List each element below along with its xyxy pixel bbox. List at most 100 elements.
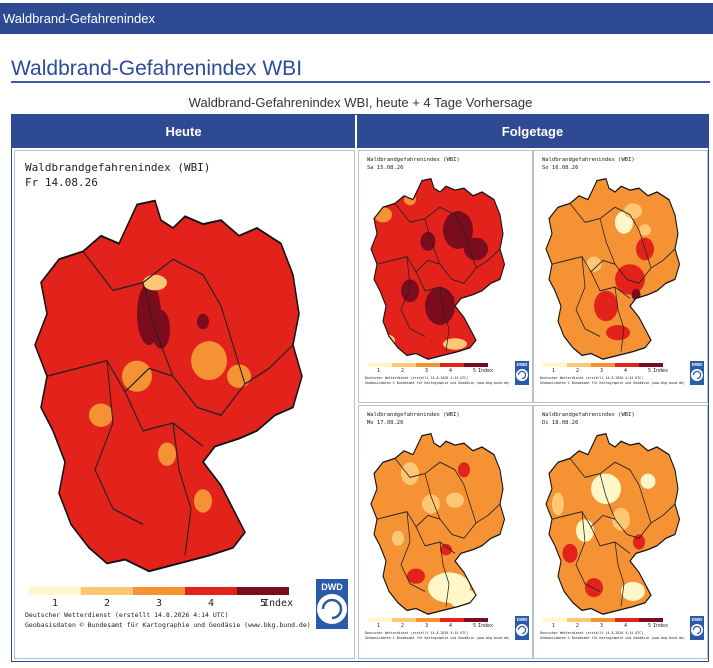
legend-label-2: 2	[401, 623, 405, 629]
map-base-area	[371, 178, 505, 360]
dwd-logo: DWD	[690, 361, 704, 385]
state-border	[148, 305, 246, 416]
legend-swatch-5	[639, 618, 663, 622]
risk-area-level-3	[122, 360, 152, 392]
risk-area-level-2	[612, 507, 630, 531]
dwd-swirl-icon	[691, 369, 703, 381]
country-outline	[545, 432, 681, 615]
state-border	[590, 526, 631, 554]
risk-area-level-4	[585, 578, 603, 598]
legend-swatch-3	[591, 363, 615, 367]
legend-label-1: 1	[552, 623, 556, 629]
state-border	[415, 526, 456, 554]
state-border	[427, 229, 477, 284]
risk-area-level-2	[143, 274, 167, 291]
legend-label-1: 1	[377, 623, 381, 629]
state-border	[439, 286, 450, 352]
map-base-area	[35, 200, 302, 572]
map-date: Di 18.08.26	[542, 420, 579, 426]
country-outline	[545, 177, 681, 360]
column-header-today: Heute	[12, 115, 355, 148]
state-border	[575, 256, 601, 337]
map-title: Waldbrandgefahrenindex (WBI)	[542, 412, 635, 418]
germany-map	[370, 177, 506, 360]
risk-area-level-1	[621, 581, 645, 601]
forecast-table: Heute Folgetage Waldbrandgefahrenindex (…	[11, 114, 709, 662]
credit-line-2: Geobasisdaten © Bundesamt für Kartograph…	[365, 381, 510, 385]
credit-line-1: Deutscher Wetterdienst (erstellt 14.8.20…	[25, 611, 229, 619]
dwd-logo: DWD	[690, 616, 704, 640]
cell-forecast-3: Waldbrandgefahrenindex (WBI) Mo 17.08.26 1…	[358, 405, 533, 659]
column-header-next-days: Folgetage	[357, 115, 708, 148]
dwd-logo: DWD	[316, 579, 348, 629]
legend-swatch-2	[567, 363, 591, 367]
cell-forecast-4: Waldbrandgefahrenindex (WBI) Di 18.08.26 1…	[533, 405, 708, 659]
title-divider	[11, 81, 710, 83]
dwd-logo: DWD	[515, 616, 529, 640]
map-title: Waldbrandgefahrenindex (WBI)	[542, 157, 635, 163]
risk-area-level-2	[443, 338, 467, 350]
legend-label-3: 3	[425, 623, 429, 629]
state-border	[650, 503, 676, 524]
top-bar-title: Waldbrand-Gefahrenindex	[3, 11, 155, 26]
legend-swatch-2	[567, 618, 591, 622]
legend-swatch-3	[133, 587, 185, 595]
map-title: Waldbrandgefahrenindex (WBI)	[367, 412, 460, 418]
state-border	[590, 271, 631, 299]
wbi-map-day-3[interactable]: Waldbrandgefahrenindex (WBI) Mo 17.08.26 1…	[359, 406, 532, 658]
dwd-swirl-icon	[691, 624, 703, 636]
risk-area-level-3	[404, 193, 416, 206]
legend-swatch-3	[416, 618, 440, 622]
map-date: Mo 17.08.26	[367, 420, 404, 426]
risk-area-level-5	[464, 237, 488, 261]
wbi-map-day-1[interactable]: Waldbrandgefahrenindex (WBI) Sa 15.08.26 1…	[359, 151, 532, 402]
risk-area-level-5	[401, 279, 419, 303]
state-border	[124, 391, 204, 447]
map-date: So 16.08.26	[542, 165, 579, 171]
dwd-swirl-icon	[516, 624, 528, 636]
state-border	[614, 541, 625, 607]
legend-label-5: 5	[473, 368, 477, 374]
legend-swatch-5	[639, 363, 663, 367]
wbi-map-day-4[interactable]: Waldbrandgefahrenindex (WBI) Di 18.08.26 1…	[534, 406, 707, 658]
risk-area-level-4	[407, 568, 425, 584]
legend-label-4: 4	[449, 623, 453, 629]
state-border	[400, 511, 426, 592]
credit-line-2: Geobasisdaten © Bundesamt für Kartograph…	[540, 381, 685, 385]
credit-line-2: Geobasisdaten © Bundesamt für Kartograph…	[540, 636, 685, 640]
legend-label-2: 2	[104, 598, 111, 609]
risk-area-level-1	[591, 473, 621, 504]
legend-swatch-5	[237, 587, 289, 595]
wbi-map-today[interactable]: Waldbrandgefahrenindex (WBI) Fr 14.08.26 1…	[15, 151, 354, 658]
state-border	[439, 541, 450, 607]
legend-swatch-1	[29, 587, 81, 595]
state-border	[569, 458, 640, 486]
legend-label-2: 2	[401, 368, 405, 374]
legend-label-5: 5	[260, 598, 267, 609]
dwd-swirl-icon	[317, 594, 347, 624]
state-border	[650, 248, 676, 269]
legend-swatch-4	[185, 587, 237, 595]
legend-unit: Index	[653, 368, 669, 374]
legend-label-4: 4	[624, 623, 628, 629]
wbi-map-day-2[interactable]: Waldbrandgefahrenindex (WBI) So 16.08.26 1…	[534, 151, 707, 402]
risk-area-level-2	[401, 462, 419, 485]
state-border	[427, 484, 477, 539]
legend-label-3: 3	[600, 368, 604, 374]
page-subtitle: Waldbrand-Gefahrenindex WBI, heute + 4 T…	[188, 95, 533, 110]
top-bar: Waldbrand-Gefahrenindex	[0, 3, 713, 34]
dwd-logo: DWD	[515, 361, 529, 385]
credit-line-1: Deutscher Wetterdienst (erstellt 14.8.20…	[540, 631, 644, 635]
legend-label-4: 4	[208, 598, 215, 609]
risk-area-level-2	[639, 224, 651, 236]
legend-label-5: 5	[648, 623, 652, 629]
map-base-area	[546, 178, 680, 360]
state-border	[599, 218, 616, 265]
legend-swatch-1	[543, 618, 567, 622]
risk-area-level-3	[89, 403, 113, 427]
state-border	[394, 458, 465, 486]
germany-map	[545, 177, 681, 360]
state-border	[424, 473, 441, 520]
risk-area-level-5	[197, 313, 209, 330]
risk-area-level-5	[425, 287, 455, 325]
